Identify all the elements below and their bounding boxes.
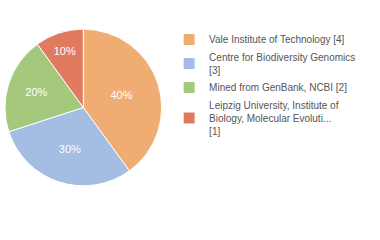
- svg-text:20%: 20%: [25, 86, 47, 98]
- svg-text:Vale Institute of Technology [: Vale Institute of Technology [4]: [209, 34, 344, 45]
- svg-text:40%: 40%: [110, 89, 132, 101]
- svg-text:10%: 10%: [54, 45, 76, 57]
- svg-text:30%: 30%: [59, 143, 81, 155]
- svg-text:Leipzig University, Institute: Leipzig University, Institute ofBiology,…: [209, 100, 339, 137]
- svg-text:Centre for Biodiversity Genomi: Centre for Biodiversity Genomics[3]: [209, 52, 355, 76]
- svg-text:Mined from GenBank, NCBI [2]: Mined from GenBank, NCBI [2]: [209, 82, 347, 93]
